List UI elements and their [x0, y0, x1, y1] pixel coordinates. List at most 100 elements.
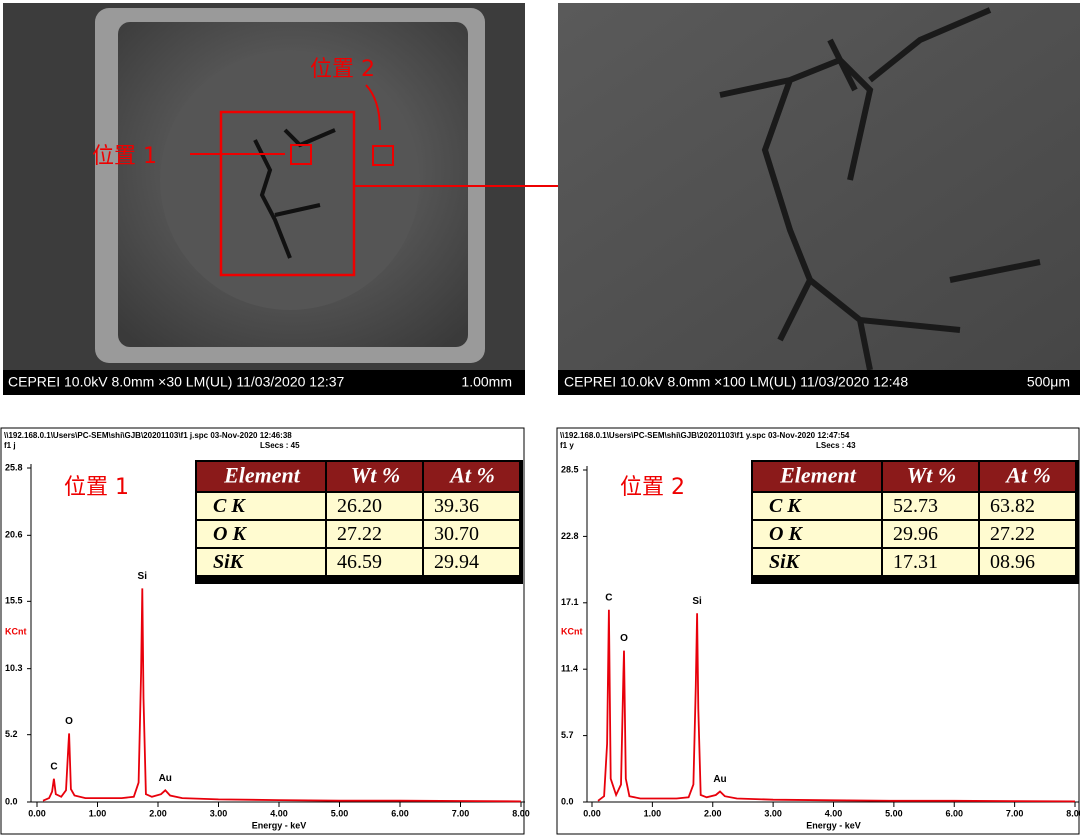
x-tick-label: 5.00	[885, 808, 903, 818]
y-tick-label: 0.0	[561, 796, 574, 806]
peak-label: C	[605, 592, 612, 603]
table-cell-text: SiK	[769, 551, 801, 573]
x-tick-label: 0.00	[583, 808, 601, 818]
table-header: Element	[223, 463, 301, 488]
x-tick-label: 2.00	[149, 808, 167, 818]
table-cell-text: 27.22	[337, 523, 382, 545]
table-cell-text: C K	[769, 495, 802, 517]
table-cell	[424, 521, 519, 547]
spectrum	[597, 609, 1076, 803]
table-cell-text: O K	[769, 523, 803, 545]
y-tick-label: 17.1	[561, 597, 579, 607]
peak-label: Si	[138, 571, 148, 582]
y-tick-label: 5.2	[5, 729, 18, 739]
x-axis-label: Energy - keV	[252, 820, 307, 830]
table-cell	[327, 549, 422, 575]
table-header: Wt %	[907, 463, 957, 488]
table-cell	[883, 521, 978, 547]
table-header-cell	[424, 462, 519, 491]
x-tick-label: 3.00	[764, 808, 782, 818]
sem-image-2: CEPREI 10.0kV 8.0mm ×100 LM(UL) 11/03/20…	[558, 3, 1080, 395]
table-cell	[883, 493, 978, 519]
table-cell-text: 63.82	[990, 495, 1035, 517]
x-tick-label: 8.00	[512, 808, 530, 818]
y-tick-label: 11.4	[561, 664, 578, 674]
table-header: At %	[448, 463, 495, 488]
y-axis-label: KCnt	[5, 626, 27, 636]
table-cell	[327, 493, 422, 519]
file-path: \\192.168.0.1\Users\PC-SEM\shi\GJB\20201…	[4, 431, 292, 440]
peak-label: Au	[713, 774, 726, 785]
x-tick-label: 1.00	[644, 808, 662, 818]
peak-label: C	[50, 761, 57, 772]
table-cell-text: C K	[213, 495, 246, 517]
table-header-cell	[980, 462, 1075, 491]
y-tick-label: 10.3	[5, 663, 23, 673]
x-tick-label: 0.00	[28, 808, 46, 818]
table-cell	[197, 549, 325, 575]
annotation: 位置 2	[620, 475, 685, 500]
table-cell-text: 08.96	[990, 551, 1035, 573]
table-cell-text: 52.73	[893, 495, 938, 517]
x-tick-label: 7.00	[452, 808, 470, 818]
peak-label: O	[65, 716, 73, 727]
y-tick-label: 28.5	[561, 464, 579, 474]
x-tick-label: 4.00	[270, 808, 288, 818]
file-path: \\192.168.0.1\Users\PC-SEM\shi\GJB\20201…	[560, 431, 850, 440]
table-cell	[424, 549, 519, 575]
table-header: At %	[1004, 463, 1051, 488]
y-tick-label: 22.8	[561, 531, 579, 541]
table-cell	[980, 549, 1075, 575]
table-cell	[424, 493, 519, 519]
table-cell	[753, 549, 881, 575]
x-tick-label: 6.00	[391, 808, 409, 818]
lsecs: LSecs : 43	[816, 441, 856, 450]
image-caption: CEPREI 10.0kV 8.0mm ×30 LM(UL) 11/03/202…	[8, 374, 345, 390]
table-cell-text: 17.31	[893, 551, 938, 573]
table-header-cell	[327, 462, 422, 491]
y-tick-label: 25.8	[5, 462, 23, 472]
y-tick-label: 20.6	[5, 530, 23, 540]
image-caption: CEPREI 10.0kV 8.0mm ×100 LM(UL) 11/03/20…	[564, 374, 908, 390]
x-tick-label: 7.00	[1006, 808, 1024, 818]
table-header-cell	[753, 462, 881, 491]
table-header: Element	[779, 463, 857, 488]
y-tick-label: 0.0	[5, 796, 18, 806]
table-header-cell	[883, 462, 978, 491]
x-tick-label: 3.00	[210, 808, 228, 818]
peak-label: O	[620, 633, 628, 644]
table-cell-text: 30.70	[434, 523, 479, 545]
y-tick-label: 15.5	[5, 596, 23, 606]
x-tick-label: 5.00	[331, 808, 349, 818]
table-cell	[980, 493, 1075, 519]
y-axis-label: KCnt	[561, 626, 583, 636]
spectrum	[42, 588, 522, 803]
table-cell-text: 39.36	[434, 495, 479, 517]
table-cell-text: SiK	[213, 551, 245, 573]
table-cell-text: 46.59	[337, 551, 382, 573]
lsecs: LSecs : 45	[260, 441, 300, 450]
scale-label: 500μm	[1027, 374, 1070, 390]
x-axis-label: Energy - keV	[806, 820, 861, 830]
y-tick-label: 5.7	[561, 730, 574, 740]
peak-label: Au	[159, 773, 172, 784]
table-cell	[980, 521, 1075, 547]
table-header: Wt %	[351, 463, 401, 488]
location-label: 位置 1	[92, 144, 157, 169]
x-tick-label: 4.00	[825, 808, 843, 818]
spectrum-name: f1 y	[560, 441, 574, 450]
scale-label: 1.00mm	[461, 374, 512, 390]
location-label: 位置 2	[310, 57, 375, 82]
x-tick-label: 2.00	[704, 808, 722, 818]
table-cell	[327, 521, 422, 547]
table-cell-text: 29.94	[434, 551, 479, 573]
table-cell	[197, 521, 325, 547]
spectrum-name: f1 j	[4, 441, 16, 450]
table-cell-text: 26.20	[337, 495, 382, 517]
peak-label: Si	[692, 596, 702, 607]
table-cell	[753, 493, 881, 519]
sem-image-1: 位置 1 位置 2 CEPREI 10.0kV 8.0mm ×30 LM(UL)…	[3, 3, 676, 395]
table-cell	[197, 493, 325, 519]
table-cell-text: 27.22	[990, 523, 1035, 545]
